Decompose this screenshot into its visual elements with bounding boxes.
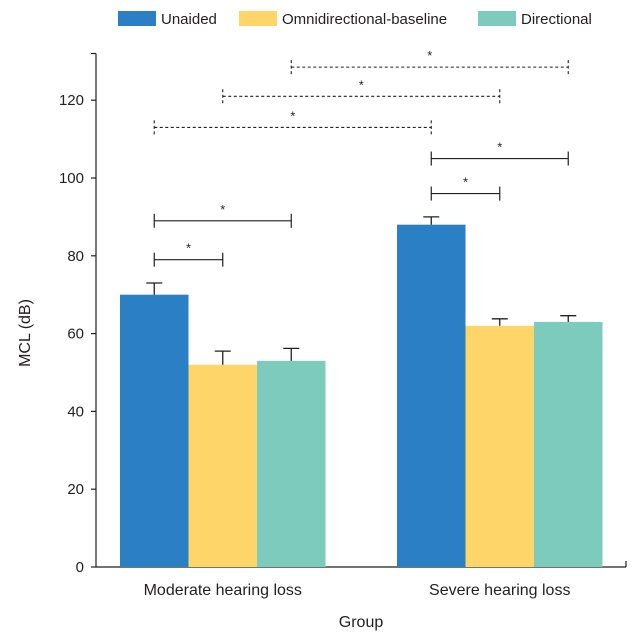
legend-label: Omnidirectional-baseline (282, 11, 447, 28)
bar (465, 325, 534, 567)
significance-bracket: * (222, 77, 501, 104)
y-tick-label: 0 (76, 559, 84, 576)
y-axis-title: MCL (dB) (17, 299, 34, 367)
y-tick-label: 120 (59, 92, 84, 109)
significance-bracket: * (153, 202, 292, 228)
significance-star: * (427, 48, 432, 63)
y-tick-label: 20 (67, 481, 84, 498)
legend: Unaided Omnidirectional-baseline Direction… (118, 11, 592, 28)
legend-item: Omnidirectional-baseline (239, 11, 447, 28)
significance-star: * (497, 140, 502, 155)
legend-swatch (118, 11, 156, 26)
bar (397, 224, 466, 567)
significance-star: * (220, 202, 225, 217)
significance-bracket: * (430, 140, 569, 166)
y-tick-label: 60 (67, 326, 84, 343)
significance-star: * (463, 175, 468, 190)
significance-bracket: * (430, 175, 501, 201)
significance-bracket: * (153, 241, 224, 267)
bar (534, 321, 603, 567)
bars-layer (120, 224, 603, 567)
significance-layer: * * * * * * * (153, 48, 569, 267)
legend-swatch (478, 11, 516, 26)
y-axis: 0 20 40 60 80 100 120 (59, 52, 97, 576)
legend-item: Directional (478, 11, 592, 28)
bar (188, 364, 257, 567)
significance-star: * (290, 108, 295, 123)
significance-star: * (186, 241, 191, 256)
x-axis-title: Group (339, 614, 384, 631)
bar (120, 294, 189, 567)
y-tick-label: 80 (67, 248, 84, 265)
significance-star: * (359, 77, 364, 92)
y-tick-label: 40 (67, 403, 84, 420)
bar (257, 360, 326, 567)
legend-label: Unaided (161, 11, 217, 28)
legend-label: Directional (521, 11, 592, 28)
error-bars-layer (146, 216, 577, 365)
x-category-label: Moderate hearing loss (144, 582, 302, 599)
legend-item: Unaided (118, 11, 217, 28)
legend-swatch (239, 11, 277, 26)
x-category-label: Severe hearing loss (429, 582, 570, 599)
significance-bracket: * (153, 108, 432, 135)
y-tick-label: 100 (59, 170, 84, 187)
significance-bracket: * (290, 48, 569, 75)
